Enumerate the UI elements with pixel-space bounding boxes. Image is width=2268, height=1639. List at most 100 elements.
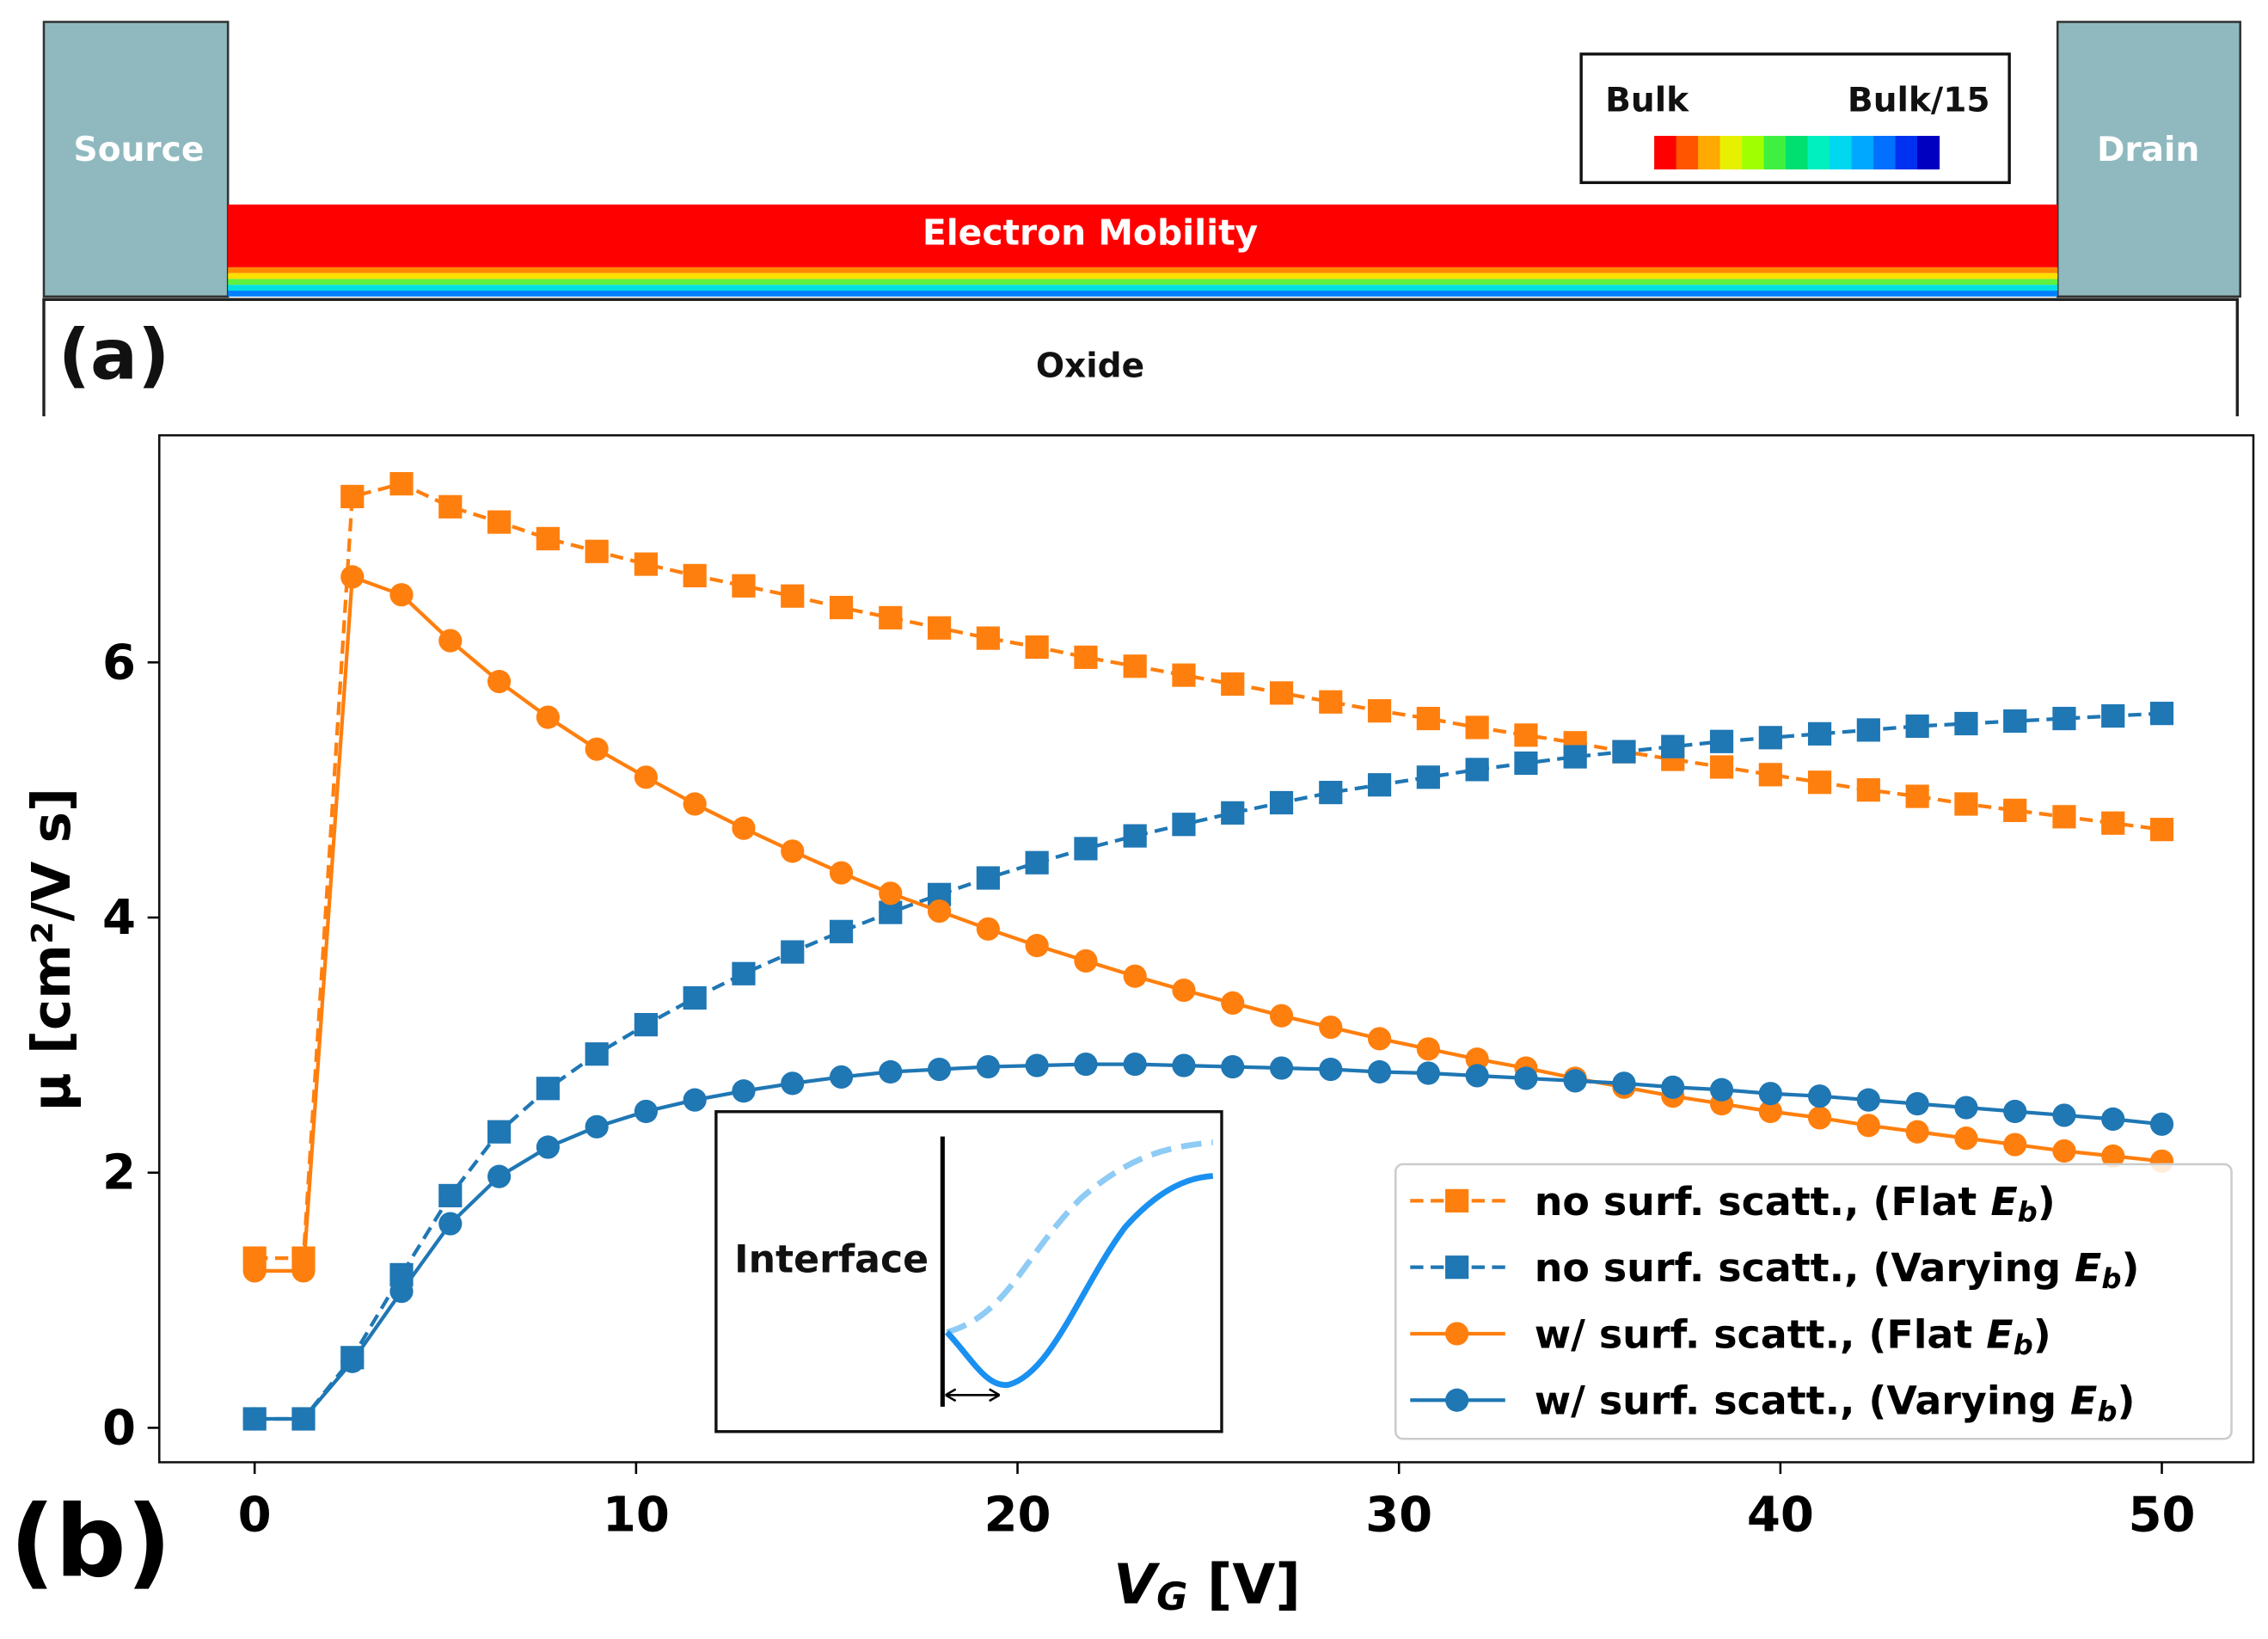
channel-layer bbox=[228, 273, 2058, 279]
colorbar-low: Bulk/15 bbox=[1848, 81, 1990, 120]
data-point bbox=[389, 1280, 414, 1304]
data-point bbox=[1661, 734, 1685, 758]
data-point bbox=[1074, 948, 1098, 973]
data-point bbox=[340, 484, 365, 509]
data-point bbox=[683, 563, 707, 588]
legend-label-part: no surf. scatt., (Flat bbox=[1535, 1177, 1991, 1224]
colorbar-cell bbox=[1742, 135, 1765, 170]
data-point bbox=[1074, 837, 1098, 861]
data-point bbox=[1856, 1114, 1880, 1138]
data-point bbox=[1025, 850, 1049, 875]
data-point bbox=[487, 669, 512, 694]
data-point bbox=[1563, 1069, 1587, 1093]
legend-box bbox=[1394, 1163, 2233, 1440]
data-point bbox=[1123, 964, 1147, 988]
legend-label-part: b bbox=[2018, 1196, 2038, 1229]
data-point bbox=[879, 1059, 903, 1084]
panel-label: (a) bbox=[58, 314, 170, 396]
data-point bbox=[487, 510, 512, 534]
source-label: Source bbox=[74, 131, 205, 169]
data-point bbox=[438, 1183, 463, 1207]
data-point bbox=[1269, 1056, 1294, 1080]
data-point bbox=[1905, 784, 1929, 808]
data-point bbox=[1269, 681, 1294, 705]
data-point bbox=[1269, 1004, 1294, 1028]
data-point bbox=[438, 1212, 463, 1236]
data-point bbox=[536, 705, 560, 729]
data-point bbox=[2003, 1099, 2027, 1124]
data-point bbox=[487, 1120, 512, 1144]
data-point bbox=[1758, 1082, 1782, 1106]
colorbar-high: Bulk bbox=[1605, 81, 1689, 120]
data-point bbox=[340, 565, 365, 589]
data-point bbox=[1416, 706, 1440, 731]
legend-label: no surf. scatt., (Varying Eb) bbox=[1535, 1244, 2140, 1295]
inset-label: Interface bbox=[734, 1238, 929, 1282]
data-point bbox=[1319, 781, 1343, 805]
data-point bbox=[2149, 702, 2174, 726]
data-point bbox=[1758, 726, 1782, 750]
data-point bbox=[1563, 745, 1587, 769]
legend-label-part: b bbox=[2097, 1396, 2117, 1428]
data-point bbox=[2101, 704, 2125, 728]
data-point bbox=[1269, 790, 1294, 815]
channel bbox=[228, 204, 2058, 267]
data-point bbox=[1807, 1106, 1832, 1130]
panel-a: Source Drain Electron Mobility Oxide (a)… bbox=[42, 21, 2241, 417]
inset-arrow bbox=[945, 1388, 1001, 1403]
data-point bbox=[781, 1071, 805, 1096]
colorbar-cell bbox=[1895, 135, 1918, 170]
colorbar-cell bbox=[1917, 135, 1940, 170]
data-point bbox=[976, 917, 1000, 941]
data-point bbox=[1172, 978, 1196, 1003]
data-point bbox=[2052, 1139, 2076, 1163]
data-point bbox=[1905, 1091, 1929, 1116]
series-line bbox=[254, 574, 2162, 1274]
data-point bbox=[1807, 1084, 1832, 1108]
x-tick-label: 30 bbox=[1365, 1488, 1432, 1544]
x-axis-label: VG [V] bbox=[1113, 1552, 1301, 1619]
data-point bbox=[634, 1099, 658, 1124]
data-point bbox=[1319, 1057, 1343, 1082]
data-point bbox=[2101, 1107, 2125, 1131]
x-tick-label: 20 bbox=[984, 1488, 1051, 1544]
data-point bbox=[389, 472, 414, 496]
legend-label-part: b bbox=[2014, 1329, 2033, 1361]
data-point bbox=[1123, 1053, 1147, 1077]
data-point bbox=[1319, 1015, 1343, 1040]
data-point bbox=[1612, 1071, 1636, 1096]
data-point bbox=[1221, 991, 1245, 1015]
data-point bbox=[732, 574, 756, 598]
series-line bbox=[254, 482, 2162, 1261]
data-point bbox=[976, 866, 1000, 890]
data-point bbox=[1074, 1053, 1098, 1077]
data-point bbox=[1367, 773, 1392, 797]
y-tick-label: 2 bbox=[102, 1145, 136, 1201]
colorbar-cell bbox=[1807, 135, 1830, 170]
data-point bbox=[1074, 645, 1098, 669]
plot: 0 10 20 30 40 50 0 2 4 6 VG [V] μ [cm²/V s] (b) no su… bbox=[9, 472, 2233, 1619]
colorbar-cell bbox=[1830, 135, 1853, 170]
x-axis-label-part: [V] bbox=[1187, 1552, 1301, 1617]
data-point bbox=[1954, 711, 1978, 736]
data-point bbox=[1367, 1027, 1392, 1051]
x-tick-label: 10 bbox=[603, 1488, 670, 1544]
data-point bbox=[1367, 699, 1392, 723]
data-point bbox=[829, 1065, 854, 1090]
data-point bbox=[2052, 1103, 2076, 1127]
legend-label-part: w/ surf. scatt., (Flat bbox=[1535, 1311, 1987, 1357]
data-point bbox=[1172, 813, 1196, 837]
legend-label-part: ) bbox=[2038, 1177, 2056, 1224]
colorbar-cell bbox=[1654, 135, 1677, 170]
channel-layer bbox=[228, 291, 2058, 297]
legend-label: w/ surf. scatt., (Flat Eb) bbox=[1535, 1311, 2051, 1361]
data-point bbox=[1123, 824, 1147, 848]
data-point bbox=[976, 626, 1000, 650]
data-point bbox=[1465, 1047, 1489, 1071]
data-point bbox=[1465, 1064, 1489, 1088]
data-point bbox=[879, 881, 903, 905]
data-point bbox=[1465, 758, 1489, 782]
data-point bbox=[1025, 635, 1049, 660]
data-point bbox=[781, 940, 805, 964]
